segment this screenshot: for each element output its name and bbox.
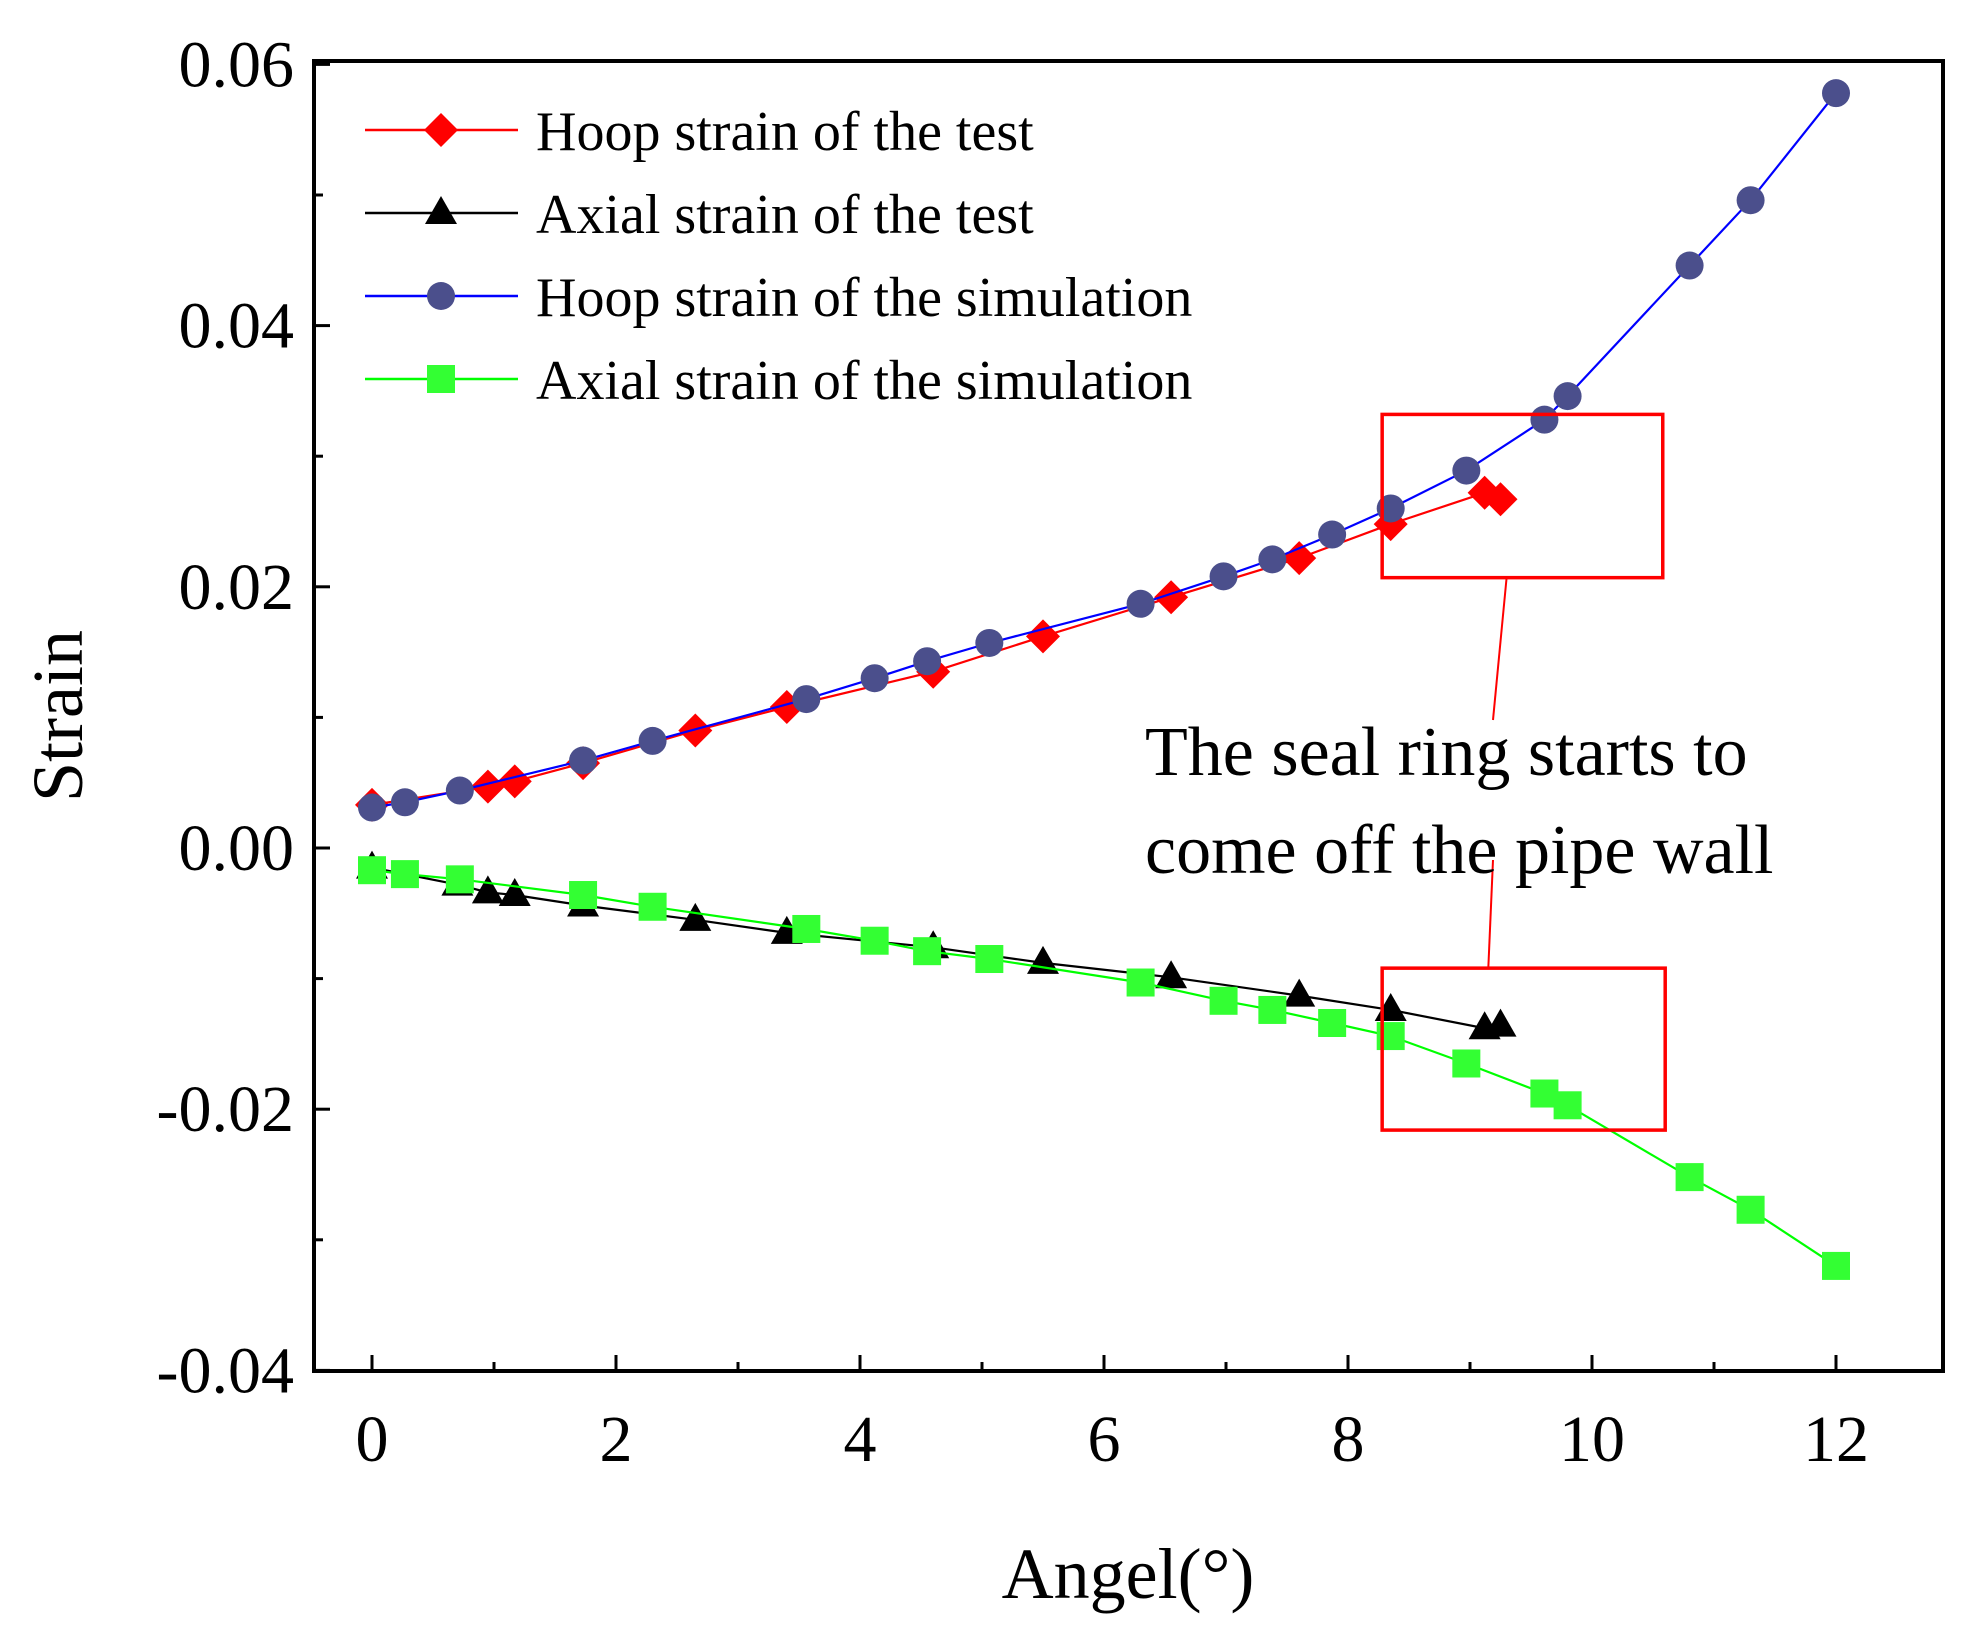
data-point: [1258, 995, 1287, 1024]
data-point: [913, 647, 942, 676]
data-point: [1822, 79, 1850, 108]
data-point: [1283, 978, 1316, 1007]
series-4: [358, 856, 1850, 1280]
x-tick-label: 4: [844, 1403, 877, 1476]
data-point: [1154, 580, 1189, 615]
annotation-text-line: The seal ring starts to: [1145, 714, 1748, 791]
data-point: [1675, 251, 1704, 280]
data-point: [569, 881, 598, 910]
data-point: [1258, 545, 1287, 574]
legend-swatch-marker: [427, 365, 455, 393]
data-point: [1736, 186, 1765, 215]
data-point: [1553, 1091, 1582, 1120]
series-group: [355, 79, 1850, 1280]
x-tick-label: 0: [356, 1403, 389, 1476]
data-point: [1530, 405, 1559, 434]
data-point: [792, 685, 821, 714]
data-point: [358, 856, 386, 885]
data-point: [390, 860, 419, 889]
data-point: [471, 875, 504, 904]
y-tick-label: -0.02: [157, 1073, 294, 1146]
data-point: [1026, 619, 1060, 654]
data-point: [1282, 541, 1317, 576]
legend-item: Axial strain of the simulation: [365, 350, 1192, 412]
annotation-connector-bottom: [1487, 859, 1494, 969]
data-point: [1155, 960, 1188, 989]
y-tick-label: 0.00: [179, 812, 295, 885]
data-point: [498, 878, 531, 907]
data-point: [792, 914, 821, 943]
data-point: [1553, 382, 1582, 411]
legend-swatch-marker: [424, 113, 458, 147]
data-point: [678, 713, 713, 748]
data-point: [1484, 1008, 1517, 1037]
legend-label: Axial strain of the test: [536, 184, 1034, 246]
data-point: [445, 865, 474, 894]
data-point: [497, 764, 532, 799]
x-tick-label: 6: [1088, 1403, 1121, 1476]
y-axis-title: Strain: [18, 630, 98, 802]
data-point: [1318, 1009, 1347, 1038]
data-point: [1209, 562, 1238, 591]
data-point: [975, 628, 1004, 657]
data-point: [390, 788, 419, 817]
x-tick-label: 2: [600, 1403, 633, 1476]
data-point: [1675, 1163, 1704, 1192]
data-point: [1374, 992, 1407, 1021]
data-point: [1126, 968, 1155, 997]
y-tick-label: 0.04: [179, 290, 295, 363]
data-point: [975, 945, 1004, 974]
legend-item: Hoop strain of the simulation: [365, 267, 1192, 329]
data-point: [1822, 1251, 1850, 1280]
x-axis-title: Angel(°): [1002, 1534, 1255, 1614]
x-tick-label: 12: [1803, 1403, 1869, 1476]
annotation-connector-top: [1492, 577, 1508, 721]
data-point: [1452, 1049, 1481, 1078]
data-point: [445, 776, 474, 805]
annotation-layer: The seal ring starts to come off the pipe…: [1145, 412, 1774, 1132]
data-point: [1452, 456, 1481, 485]
data-point: [1209, 986, 1238, 1015]
data-point: [1736, 1195, 1765, 1224]
legend-swatch-marker: [427, 282, 455, 310]
x-tick-label: 8: [1332, 1403, 1365, 1476]
legend-label: Hoop strain of the simulation: [536, 267, 1192, 329]
data-point: [913, 937, 942, 966]
y-axis-ticks: -0.04 -0.02 0.00 0.02 0.04 0.06: [157, 28, 330, 1407]
legend: Hoop strain of the test Axial strain of t…: [365, 101, 1192, 412]
legend-swatch-marker: [425, 196, 457, 224]
y-tick-label: -0.04: [157, 1334, 294, 1407]
data-point: [1126, 589, 1155, 618]
data-point: [569, 746, 598, 775]
annotation-box-2: [1380, 966, 1667, 1132]
legend-label: Hoop strain of the test: [536, 101, 1034, 163]
series-3: [358, 79, 1850, 822]
data-point: [470, 769, 505, 804]
data-point: [1483, 482, 1518, 517]
legend-label: Axial strain of the simulation: [536, 350, 1192, 412]
data-point: [1318, 520, 1347, 549]
y-tick-label: 0.02: [179, 551, 295, 624]
legend-item: Axial strain of the test: [365, 184, 1034, 246]
x-tick-label: 10: [1559, 1403, 1625, 1476]
data-point: [638, 726, 667, 755]
annotation-text-line: come off the pipe wall: [1145, 812, 1774, 889]
x-axis-ticks: 0 2 4 6 8 10 12: [356, 1355, 1869, 1476]
data-point: [860, 926, 889, 955]
legend-item: Hoop strain of the test: [365, 101, 1034, 163]
annotation-box-1: [1380, 412, 1665, 580]
data-point: [860, 664, 889, 693]
data-point: [638, 892, 667, 921]
data-point: [679, 902, 712, 931]
series-line: [371, 869, 1837, 1267]
data-point: [358, 793, 386, 822]
y-tick-label: 0.06: [179, 28, 295, 101]
series-layer: [355, 79, 1850, 1280]
